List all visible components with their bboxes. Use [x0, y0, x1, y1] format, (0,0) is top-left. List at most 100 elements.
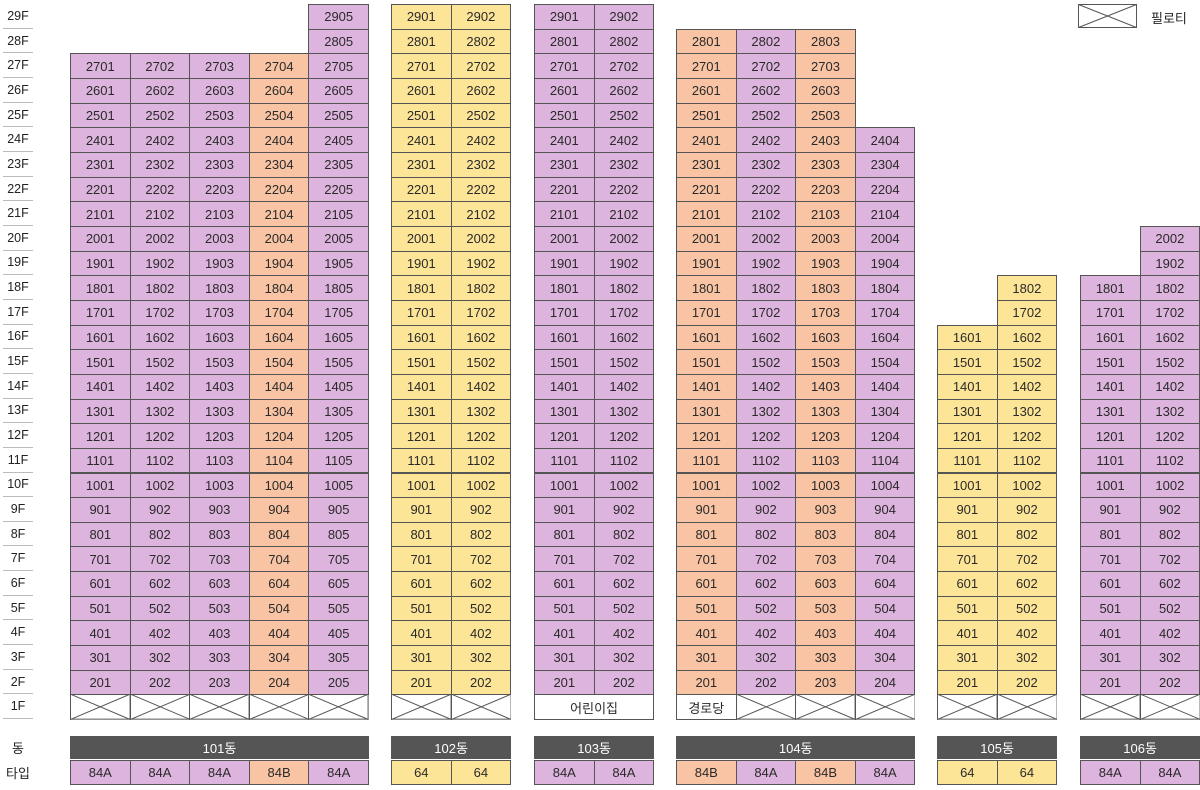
unit-cell[interactable]: 1401 [391, 373, 452, 400]
unit-cell[interactable]: 1805 [308, 275, 369, 301]
unit-cell[interactable]: 1803 [795, 275, 856, 301]
unit-cell[interactable]: 403 [189, 620, 250, 647]
unit-cell[interactable]: 201 [70, 669, 131, 696]
unit-cell[interactable]: 604 [854, 571, 916, 597]
unit-cell[interactable]: 905 [308, 497, 369, 523]
unit-cell[interactable]: 1601 [70, 324, 131, 351]
unit-cell[interactable]: 1702 [996, 299, 1058, 326]
unit-cell[interactable]: 1703 [189, 299, 250, 326]
unit-cell[interactable]: 2701 [391, 53, 452, 80]
unit-cell[interactable]: 402 [735, 620, 797, 647]
unit-cell[interactable]: 1701 [676, 299, 737, 326]
unit-cell[interactable]: 1802 [1139, 275, 1200, 301]
unit-cell[interactable]: 902 [1139, 497, 1200, 523]
unit-cell[interactable]: 1404 [248, 373, 310, 400]
unit-cell[interactable]: 901 [70, 497, 131, 523]
unit-cell[interactable]: 1102 [450, 447, 512, 474]
unit-cell[interactable]: 801 [1080, 521, 1141, 548]
unit-cell[interactable]: 1902 [593, 250, 655, 277]
unit-cell[interactable]: 2802 [593, 28, 655, 55]
unit-cell[interactable]: 2101 [676, 201, 737, 227]
unit-cell[interactable]: 2501 [391, 102, 452, 129]
unit-cell[interactable]: 802 [735, 521, 797, 548]
unit-cell[interactable]: 2703 [795, 53, 856, 80]
unit-cell[interactable]: 302 [735, 645, 797, 671]
unit-cell[interactable]: 1502 [129, 349, 191, 375]
unit-cell[interactable]: 2302 [129, 152, 191, 178]
unit-cell[interactable]: 601 [391, 571, 452, 597]
unit-cell[interactable]: 404 [248, 620, 310, 647]
unit-cell[interactable]: 303 [795, 645, 856, 671]
unit-cell[interactable]: 1202 [450, 423, 512, 449]
unit-cell[interactable]: 501 [391, 595, 452, 622]
unit-cell[interactable]: 201 [937, 669, 998, 696]
unit-cell[interactable]: 902 [450, 497, 512, 523]
unit-cell[interactable]: 802 [1139, 521, 1200, 548]
unit-cell[interactable]: 2603 [795, 78, 856, 104]
unit-cell[interactable]: 1701 [1080, 299, 1141, 326]
unit-cell[interactable]: 1601 [391, 324, 452, 351]
unit-cell[interactable]: 1801 [70, 275, 131, 301]
unit-cell[interactable]: 2701 [70, 53, 131, 80]
unit-cell[interactable]: 2901 [534, 4, 595, 30]
unit-cell[interactable]: 1202 [129, 423, 191, 449]
unit-cell[interactable]: 901 [1080, 497, 1141, 523]
unit-cell[interactable]: 1601 [534, 324, 595, 351]
unit-cell[interactable]: 2102 [450, 201, 512, 227]
unit-cell[interactable]: 1605 [308, 324, 369, 351]
unit-cell[interactable]: 502 [735, 595, 797, 622]
unit-cell[interactable]: 301 [676, 645, 737, 671]
unit-cell[interactable]: 1301 [391, 398, 452, 425]
unit-cell[interactable]: 602 [593, 571, 655, 597]
unit-cell[interactable]: 1501 [1080, 349, 1141, 375]
unit-cell[interactable]: 202 [1139, 669, 1200, 696]
unit-cell[interactable]: 1505 [308, 349, 369, 375]
unit-cell[interactable]: 1401 [1080, 373, 1141, 400]
unit-cell[interactable]: 1905 [308, 250, 369, 277]
unit-cell[interactable]: 1902 [735, 250, 797, 277]
unit-cell[interactable]: 2404 [248, 127, 310, 154]
unit-cell[interactable]: 1402 [129, 373, 191, 400]
unit-cell[interactable]: 2102 [593, 201, 655, 227]
unit-cell[interactable]: 2601 [391, 78, 452, 104]
unit-cell[interactable]: 1602 [735, 324, 797, 351]
unit-cell[interactable]: 1902 [1139, 250, 1200, 277]
unit-cell[interactable]: 1904 [248, 250, 310, 277]
unit-cell[interactable]: 2203 [189, 176, 250, 203]
unit-cell[interactable]: 1804 [854, 275, 916, 301]
unit-cell[interactable]: 2405 [308, 127, 369, 154]
unit-cell[interactable]: 1501 [937, 349, 998, 375]
unit-cell[interactable]: 2101 [534, 201, 595, 227]
unit-cell[interactable]: 2201 [534, 176, 595, 203]
unit-cell[interactable]: 2402 [450, 127, 512, 154]
unit-cell[interactable]: 2101 [70, 201, 131, 227]
unit-cell[interactable]: 803 [189, 521, 250, 548]
unit-cell[interactable]: 1501 [676, 349, 737, 375]
unit-cell[interactable]: 505 [308, 595, 369, 622]
unit-cell[interactable]: 2502 [450, 102, 512, 129]
unit-cell[interactable]: 902 [735, 497, 797, 523]
unit-cell[interactable]: 801 [676, 521, 737, 548]
unit-cell[interactable]: 205 [308, 669, 369, 696]
unit-cell[interactable]: 204 [854, 669, 916, 696]
unit-cell[interactable]: 1801 [534, 275, 595, 301]
unit-cell[interactable]: 2205 [308, 176, 369, 203]
unit-cell[interactable]: 2601 [676, 78, 737, 104]
unit-cell[interactable]: 2301 [676, 152, 737, 178]
unit-cell[interactable]: 2005 [308, 226, 369, 252]
unit-cell[interactable]: 901 [676, 497, 737, 523]
unit-cell[interactable]: 2202 [735, 176, 797, 203]
unit-cell[interactable]: 1601 [1080, 324, 1141, 351]
unit-cell[interactable]: 1303 [795, 398, 856, 425]
unit-cell[interactable]: 1005 [308, 472, 369, 499]
unit-cell[interactable]: 1902 [450, 250, 512, 277]
unit-cell[interactable]: 1202 [996, 423, 1058, 449]
unit-cell[interactable]: 2701 [534, 53, 595, 80]
unit-cell[interactable]: 701 [937, 546, 998, 573]
unit-cell[interactable]: 1201 [70, 423, 131, 449]
unit-cell[interactable]: 2102 [129, 201, 191, 227]
unit-cell[interactable]: 2902 [450, 4, 512, 30]
unit-cell[interactable]: 1002 [450, 472, 512, 499]
unit-cell[interactable]: 1003 [189, 472, 250, 499]
unit-cell[interactable]: 2702 [129, 53, 191, 80]
